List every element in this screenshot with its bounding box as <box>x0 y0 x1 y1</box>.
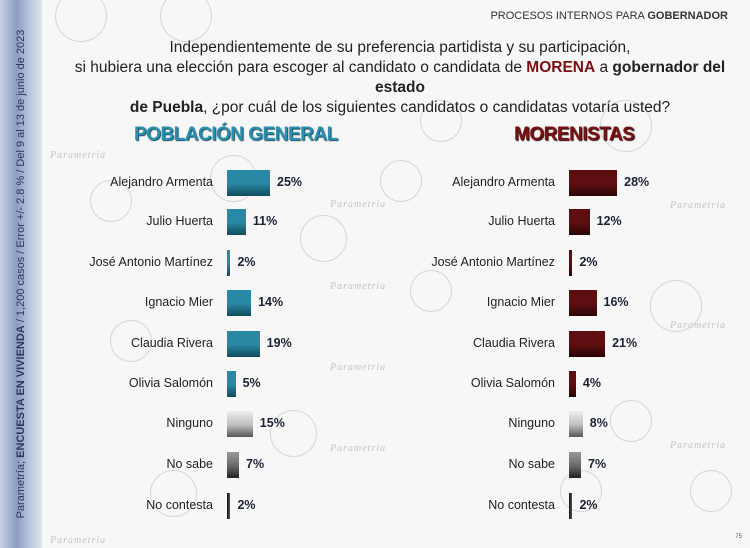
bar-general <box>227 493 231 519</box>
bar-morenistas <box>569 371 576 397</box>
category-label-general: Ignacio Mier <box>144 295 213 309</box>
decorative-circle <box>90 180 132 222</box>
data-label-morenistas: 21% <box>612 336 638 350</box>
data-label-morenistas: 4% <box>582 376 601 390</box>
decorative-circle <box>690 470 732 512</box>
watermark-text: Parametria <box>330 443 387 454</box>
category-label-general: Ninguno <box>166 416 213 430</box>
category-label-general: Claudia Rivera <box>131 336 213 350</box>
category-label-general: No sabe <box>166 457 213 471</box>
bar-general <box>227 250 231 276</box>
data-label-morenistas: 16% <box>603 295 629 309</box>
watermark-text: Parametria <box>670 200 727 211</box>
decorative-circle <box>600 100 652 152</box>
bar-morenistas <box>569 250 573 276</box>
bar-general <box>227 411 253 437</box>
watermark-text: Parametria <box>670 440 727 451</box>
bar-morenistas <box>569 170 618 196</box>
chart-title-general: POBLACIÓN GENERAL <box>134 124 338 145</box>
data-label-general: 2% <box>237 255 256 269</box>
data-label-general: 19% <box>266 336 292 350</box>
watermark-text: Parametria <box>330 199 387 210</box>
decorative-circle <box>150 470 197 517</box>
decorative-circle <box>300 215 347 262</box>
bar-morenistas <box>569 290 597 316</box>
decorative-circle <box>380 160 422 202</box>
data-label-general: 25% <box>277 175 303 189</box>
category-label-general: Olivia Salomón <box>128 376 213 390</box>
category-label-morenistas: José Antonio Martínez <box>431 255 555 269</box>
page-number: 75 <box>735 534 742 540</box>
decorative-circle <box>55 0 107 42</box>
watermark-text: Parametria <box>50 150 107 161</box>
data-label-morenistas: 12% <box>596 214 622 228</box>
decorative-circle <box>650 280 702 332</box>
bar-morenistas <box>569 331 606 357</box>
category-label-general: No contesta <box>146 498 213 512</box>
bar-morenistas <box>569 411 583 437</box>
data-label-general: 15% <box>259 416 285 430</box>
watermark-text: Parametria <box>50 535 107 546</box>
decorative-circle <box>110 320 152 362</box>
data-label-general: 11% <box>252 214 278 228</box>
survey-question: Independientemente de su preferencia par… <box>74 39 726 116</box>
bar-morenistas <box>569 452 582 478</box>
category-label-morenistas: Claudia Rivera <box>473 336 555 350</box>
data-label-general: 14% <box>258 295 284 309</box>
bar-general <box>227 170 270 196</box>
decorative-circle <box>420 100 462 142</box>
chart-title-morenistas: MORENISTAS <box>514 124 635 145</box>
watermark-text: Parametria <box>670 320 727 331</box>
data-label-morenistas: 28% <box>624 175 650 189</box>
decorative-circle <box>410 270 452 312</box>
data-label-morenistas: 2% <box>579 255 598 269</box>
data-label-general: 2% <box>237 498 256 512</box>
decorative-circle <box>610 400 652 442</box>
category-label-morenistas: Alejandro Armenta <box>452 175 555 189</box>
watermark-text: Parametria <box>330 281 387 292</box>
data-label-morenistas: 8% <box>589 416 608 430</box>
category-label-morenistas: No sabe <box>508 457 555 471</box>
category-label-general: José Antonio Martínez <box>89 255 213 269</box>
category-label-morenistas: Ignacio Mier <box>486 295 555 309</box>
decorative-circle <box>270 410 317 457</box>
bar-general <box>227 371 236 397</box>
survey-info: Parametría; ENCUESTA EN VIVIENDA / 1,200… <box>15 29 27 519</box>
category-label-morenistas: No contesta <box>488 498 555 512</box>
bar-general <box>227 331 260 357</box>
bar-morenistas <box>569 209 590 235</box>
category-label-morenistas: Ninguno <box>508 416 555 430</box>
data-label-morenistas: 2% <box>579 498 598 512</box>
sidebar-strip: Parametría; ENCUESTA EN VIVIENDA / 1,200… <box>0 0 42 548</box>
slide-header: PROCESOS INTERNOS PARA GOBERNADOR <box>490 10 728 22</box>
category-label-morenistas: Olivia Salomón <box>470 376 555 390</box>
category-label-morenistas: Julio Huerta <box>488 214 555 228</box>
bar-morenistas <box>569 493 573 519</box>
bar-general <box>227 209 246 235</box>
bar-general <box>227 452 240 478</box>
bar-general <box>227 290 252 316</box>
decorative-circle <box>160 0 212 42</box>
watermark-text: Parametria <box>330 362 387 373</box>
data-label-general: 5% <box>242 376 261 390</box>
category-label-general: Alejandro Armenta <box>110 175 213 189</box>
data-label-morenistas: 7% <box>588 457 607 471</box>
category-label-general: Julio Huerta <box>146 214 213 228</box>
data-label-general: 7% <box>246 457 265 471</box>
